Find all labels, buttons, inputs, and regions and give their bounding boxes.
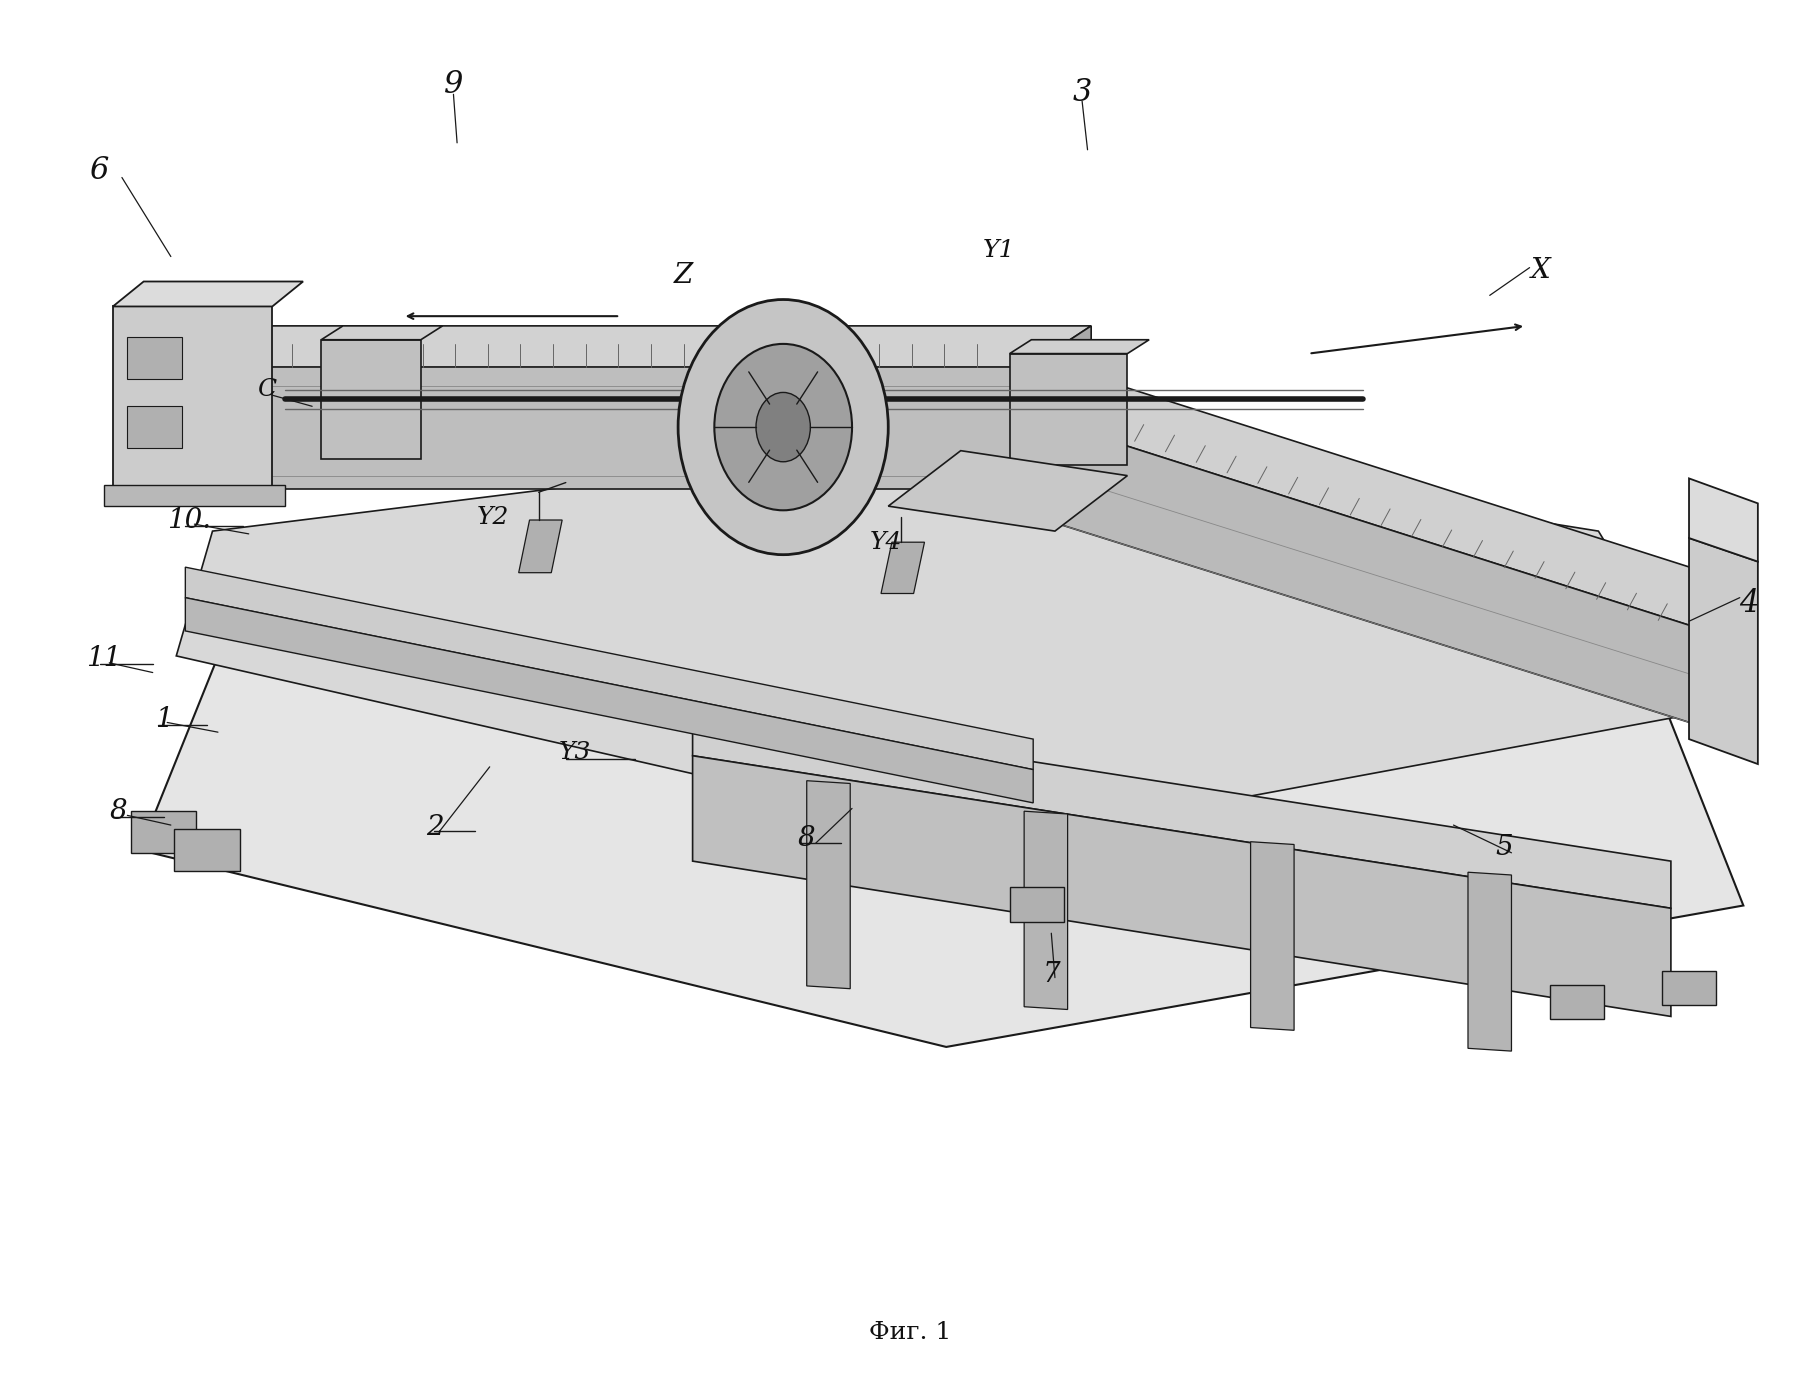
Polygon shape — [1689, 538, 1758, 764]
Polygon shape — [806, 781, 850, 989]
Polygon shape — [320, 340, 420, 459]
Polygon shape — [1025, 812, 1068, 1010]
Polygon shape — [167, 367, 1028, 490]
Text: 10.: 10. — [167, 506, 211, 533]
Polygon shape — [693, 756, 1671, 1017]
Polygon shape — [1250, 841, 1294, 1031]
Polygon shape — [1010, 340, 1148, 353]
Ellipse shape — [755, 392, 810, 462]
Polygon shape — [167, 326, 231, 490]
Polygon shape — [1662, 971, 1716, 1006]
Text: 7: 7 — [1043, 961, 1059, 988]
Text: X: X — [1531, 257, 1551, 285]
Polygon shape — [113, 307, 273, 492]
Text: 9: 9 — [444, 70, 462, 100]
Polygon shape — [131, 812, 197, 852]
Polygon shape — [888, 451, 1127, 531]
Polygon shape — [1046, 420, 1707, 728]
Text: Y3: Y3 — [559, 742, 592, 764]
Ellipse shape — [679, 300, 888, 555]
Polygon shape — [320, 326, 442, 340]
Polygon shape — [127, 406, 182, 448]
Polygon shape — [177, 434, 1707, 843]
Polygon shape — [1469, 872, 1511, 1050]
Polygon shape — [1549, 985, 1603, 1020]
Text: 8: 8 — [109, 798, 127, 824]
Polygon shape — [113, 282, 304, 307]
Text: 6: 6 — [89, 155, 107, 186]
Polygon shape — [140, 441, 1744, 1046]
Polygon shape — [186, 597, 1034, 804]
Text: Фиг. 1: Фиг. 1 — [868, 1321, 952, 1345]
Polygon shape — [693, 709, 1671, 908]
Polygon shape — [519, 520, 562, 573]
Text: 2: 2 — [426, 815, 444, 841]
Text: Y4: Y4 — [870, 530, 903, 554]
Text: 11: 11 — [86, 644, 122, 672]
Text: Y1: Y1 — [983, 240, 1016, 262]
Ellipse shape — [713, 345, 852, 511]
Polygon shape — [186, 568, 1034, 770]
Polygon shape — [1010, 887, 1065, 922]
Text: 8: 8 — [797, 826, 815, 852]
Polygon shape — [127, 338, 182, 378]
Text: 3: 3 — [1072, 77, 1092, 109]
Text: 5: 5 — [1496, 834, 1512, 861]
Text: Z: Z — [673, 262, 693, 289]
Text: C: C — [257, 378, 277, 402]
Polygon shape — [175, 829, 240, 870]
Text: 4: 4 — [1740, 587, 1758, 619]
Polygon shape — [104, 485, 286, 506]
Polygon shape — [1028, 326, 1092, 490]
Polygon shape — [1046, 361, 1707, 631]
Polygon shape — [1689, 478, 1758, 562]
Polygon shape — [1698, 573, 1744, 742]
Polygon shape — [167, 326, 1092, 367]
Text: 1: 1 — [155, 706, 173, 734]
Polygon shape — [1010, 353, 1127, 465]
Polygon shape — [881, 543, 925, 593]
Text: Y2: Y2 — [477, 506, 510, 529]
